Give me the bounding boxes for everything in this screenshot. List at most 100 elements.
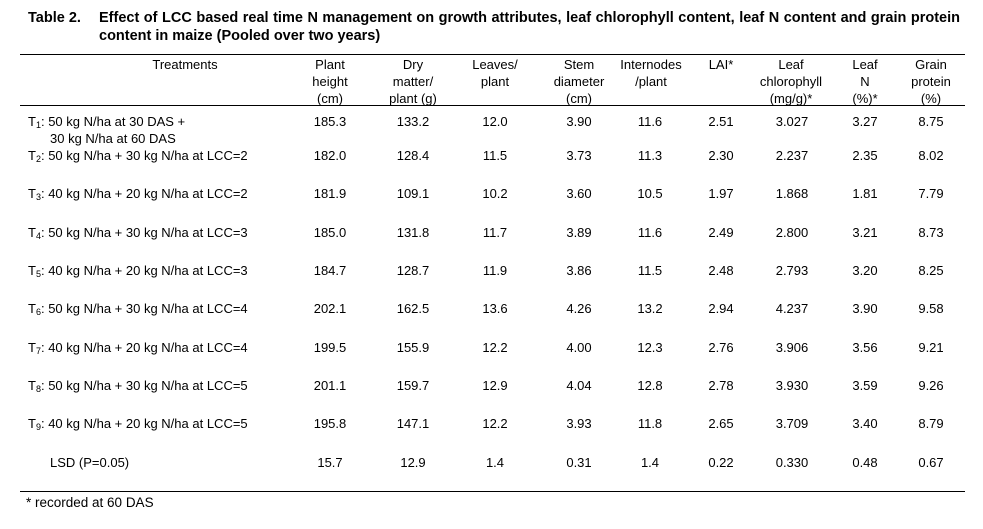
treatment-subscript: 5 [35, 269, 41, 279]
cell-grain-protein: 7.79 [918, 186, 944, 201]
lsd-dry-matter: 12.9 [400, 455, 426, 470]
treatment-code: T [28, 263, 36, 278]
cell-leaf-chlorophyll: 3.906 [775, 340, 809, 355]
lsd-stem-diameter: 0.31 [566, 455, 592, 470]
cell-internodes: 12.8 [637, 378, 663, 393]
cell-dry-matter: 109.1 [396, 186, 430, 201]
footnote: * recorded at 60 DAS [26, 495, 154, 510]
treatment-code: T [28, 378, 36, 393]
cell-leaf-chlorophyll: 3.709 [775, 416, 809, 431]
cell-dry-matter: 159.7 [396, 378, 430, 393]
cell-dry-matter: 162.5 [396, 301, 430, 316]
cell-plant-height: 182.0 [313, 148, 347, 163]
cell-grain-protein: 8.25 [918, 263, 944, 278]
cell-stem-diameter: 3.90 [566, 114, 592, 129]
column-header: Stem diameter (cm) [553, 57, 605, 106]
table-row: T7: 40 kg N/ha + 20 kg N/ha at LCC=4 199.… [0, 339, 983, 359]
cell-stem-diameter: 3.73 [566, 148, 592, 163]
treatment-subscript: 6 [35, 307, 41, 317]
cell-stem-diameter: 3.93 [566, 416, 592, 431]
cell-internodes: 11.5 [637, 263, 663, 278]
cell-lai: 2.30 [708, 148, 734, 163]
table-title: Effect of LCC based real time N manageme… [99, 10, 960, 44]
cell-grain-protein: 8.02 [918, 148, 944, 163]
cell-dry-matter: 128.7 [396, 263, 430, 278]
header-rule [20, 105, 965, 106]
cell-leaf-n: 3.56 [852, 340, 878, 355]
cell-grain-protein: 9.58 [918, 301, 944, 316]
cell-lai: 2.49 [708, 225, 734, 240]
cell-internodes: 11.6 [637, 114, 663, 129]
treatment-code: T [28, 148, 36, 163]
treatment-code: T [28, 186, 36, 201]
table-label: Table 2. [28, 10, 81, 26]
cell-internodes: 11.6 [637, 225, 663, 240]
treatment-description: : 40 kg N/ha + 20 kg N/ha at LCC=5 [40, 416, 248, 431]
cell-stem-diameter: 4.04 [566, 378, 592, 393]
table-row: T3: 40 kg N/ha + 20 kg N/ha at LCC=2 181.… [0, 185, 983, 205]
cell-dry-matter: 133.2 [396, 114, 430, 129]
cell-leaf-n: 3.27 [852, 114, 878, 129]
cell-leaves-per-plant: 12.2 [482, 416, 508, 431]
table-row: T8: 50 kg N/ha + 30 kg N/ha at LCC=5 201.… [0, 377, 983, 397]
treatment-description: : 40 kg N/ha + 20 kg N/ha at LCC=4 [40, 340, 248, 355]
treatment-code: T [28, 340, 36, 355]
cell-leaf-chlorophyll: 2.793 [775, 263, 809, 278]
treatment-label: T1: 50 kg N/ha at 30 DAS + 30 kg N/ha at … [28, 113, 185, 147]
treatment-subscript: 2 [35, 154, 41, 164]
cell-stem-diameter: 3.86 [566, 263, 592, 278]
cell-leaf-n: 3.59 [852, 378, 878, 393]
treatment-description: : 50 kg N/ha + 30 kg N/ha at LCC=2 [40, 148, 248, 163]
cell-lai: 1.97 [708, 186, 734, 201]
cell-leaf-n: 3.40 [852, 416, 878, 431]
cell-stem-diameter: 3.60 [566, 186, 592, 201]
cell-internodes: 12.3 [637, 340, 663, 355]
treatment-subscript: 4 [35, 231, 41, 241]
treatment-label: T5: 40 kg N/ha + 20 kg N/ha at LCC=3 [28, 262, 248, 279]
cell-leaves-per-plant: 11.7 [482, 225, 508, 240]
treatment-subscript: 9 [35, 422, 41, 432]
cell-lai: 2.51 [708, 114, 734, 129]
cell-dry-matter: 155.9 [396, 340, 430, 355]
treatment-code: T [28, 114, 36, 129]
cell-stem-diameter: 3.89 [566, 225, 592, 240]
treatment-label: T7: 40 kg N/ha + 20 kg N/ha at LCC=4 [28, 339, 248, 356]
lsd-row: LSD (P=0.05) 15.7 12.9 1.4 0.31 1.4 0.22 0.330 0… [0, 454, 983, 474]
cell-plant-height: 181.9 [313, 186, 347, 201]
column-header: Grain protein (%) [911, 57, 951, 106]
treatment-description: : 40 kg N/ha + 20 kg N/ha at LCC=2 [40, 186, 248, 201]
cell-leaf-chlorophyll: 3.027 [775, 114, 809, 129]
cell-leaves-per-plant: 11.5 [482, 148, 508, 163]
treatment-label: T2: 50 kg N/ha + 30 kg N/ha at LCC=2 [28, 147, 248, 164]
table-row: T2: 50 kg N/ha + 30 kg N/ha at LCC=2 182.… [0, 147, 983, 167]
cell-lai: 2.78 [708, 378, 734, 393]
cell-grain-protein: 9.26 [918, 378, 944, 393]
lsd-leaf-n: 0.48 [852, 455, 878, 470]
column-header: Leaves/ plant [472, 57, 518, 89]
cell-leaves-per-plant: 12.9 [482, 378, 508, 393]
lsd-leaves-per-plant: 1.4 [485, 455, 505, 470]
treatment-label: T4: 50 kg N/ha + 30 kg N/ha at LCC=3 [28, 224, 248, 241]
treatment-label: T3: 40 kg N/ha + 20 kg N/ha at LCC=2 [28, 185, 248, 202]
cell-grain-protein: 9.21 [918, 340, 944, 355]
cell-lai: 2.76 [708, 340, 734, 355]
cell-leaf-chlorophyll: 2.800 [775, 225, 809, 240]
treatment-description: : 50 kg N/ha + 30 kg N/ha at LCC=3 [40, 225, 248, 240]
treatment-description: : 40 kg N/ha + 20 kg N/ha at LCC=3 [40, 263, 248, 278]
cell-lai: 2.94 [708, 301, 734, 316]
cell-leaf-n: 3.21 [852, 225, 878, 240]
table-row: T6: 50 kg N/ha + 30 kg N/ha at LCC=4 202.… [0, 300, 983, 320]
cell-leaf-n: 3.90 [852, 301, 878, 316]
column-header: Treatments [152, 57, 218, 72]
cell-leaves-per-plant: 11.9 [482, 263, 508, 278]
cell-internodes: 10.5 [637, 186, 663, 201]
cell-stem-diameter: 4.26 [566, 301, 592, 316]
table-row: T9: 40 kg N/ha + 20 kg N/ha at LCC=5 195.… [0, 415, 983, 435]
cell-grain-protein: 8.73 [918, 225, 944, 240]
lsd-label: LSD (P=0.05) [50, 455, 130, 470]
cell-plant-height: 201.1 [313, 378, 347, 393]
cell-dry-matter: 131.8 [396, 225, 430, 240]
cell-lai: 2.65 [708, 416, 734, 431]
cell-plant-height: 185.3 [313, 114, 347, 129]
top-rule [20, 54, 965, 55]
